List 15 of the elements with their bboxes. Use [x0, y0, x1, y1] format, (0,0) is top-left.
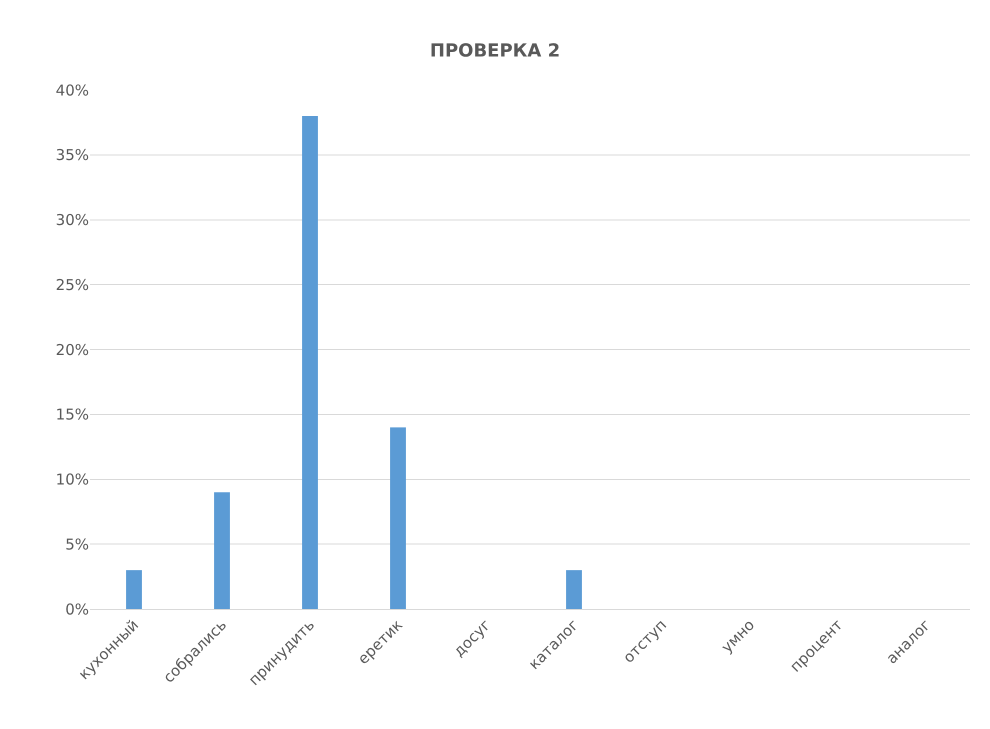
chart-title: ПРОВЕРКА 2 — [430, 40, 560, 62]
bar — [566, 570, 582, 609]
y-tick-label: 40% — [56, 81, 89, 100]
y-tick-label: 0% — [65, 600, 89, 618]
y-tick-label: 35% — [56, 146, 89, 164]
y-tick-label: 15% — [56, 406, 89, 424]
y-tick-label: 25% — [56, 276, 89, 294]
bar — [390, 427, 406, 609]
y-tick-label: 5% — [65, 535, 89, 554]
y-tick-label: 10% — [56, 470, 89, 488]
y-tick-label: 30% — [56, 211, 89, 229]
bar — [302, 116, 318, 609]
bar — [126, 570, 142, 609]
bar — [214, 492, 230, 609]
y-tick-label: 20% — [56, 340, 89, 359]
